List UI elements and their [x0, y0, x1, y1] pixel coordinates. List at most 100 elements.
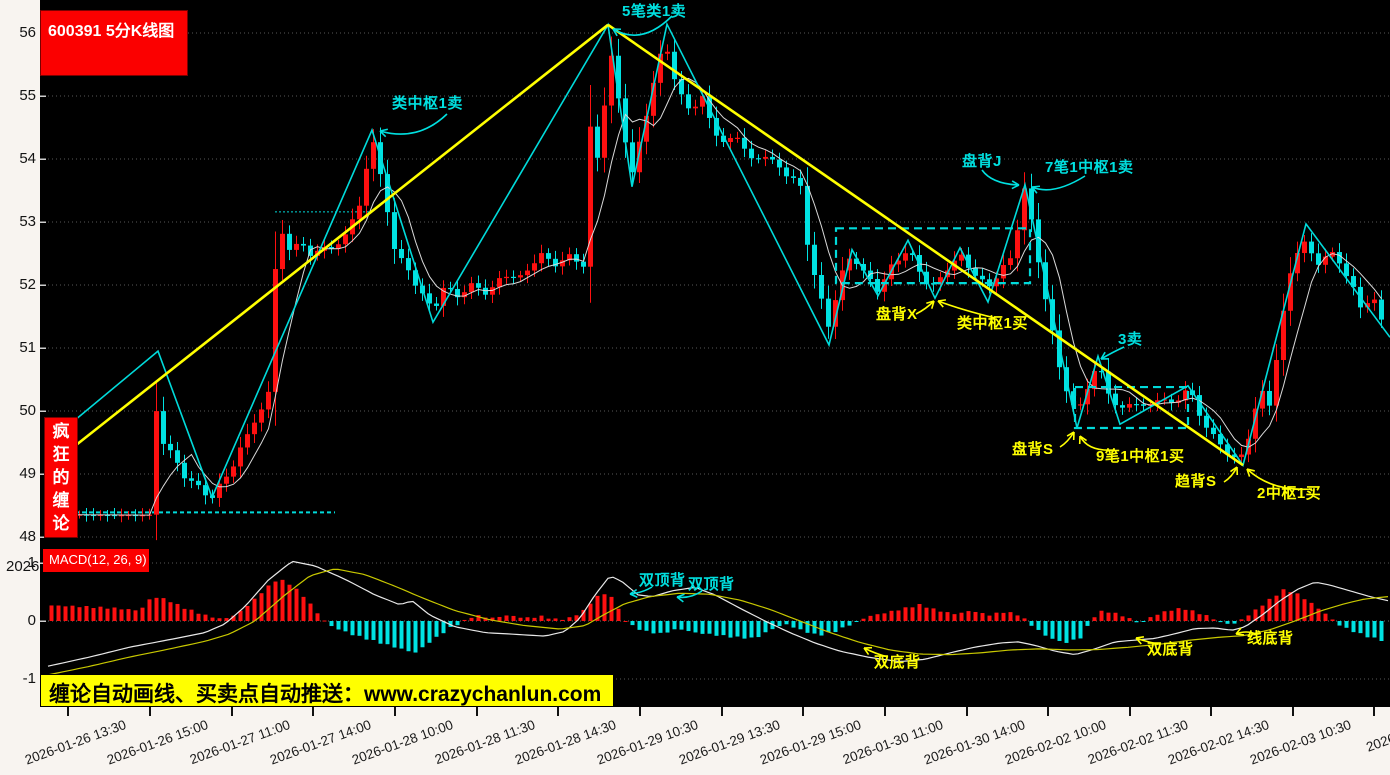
macd-bar	[371, 621, 376, 640]
macd-bar	[532, 617, 537, 621]
candle-body	[357, 205, 362, 220]
time-axis-tick	[1129, 707, 1131, 716]
macd-bar	[1099, 610, 1104, 621]
macd-bar	[812, 621, 817, 634]
macd-bar	[861, 618, 866, 621]
macd-bar	[1232, 621, 1237, 624]
candle-body	[847, 258, 852, 271]
zhongshu-box	[834, 227, 1032, 285]
candle-body	[616, 55, 621, 99]
candle-body	[994, 278, 999, 287]
candle-body	[469, 283, 474, 293]
macd-bar	[1274, 595, 1279, 621]
macd-bar	[763, 621, 768, 633]
candle-body	[532, 263, 537, 271]
macd-bar	[903, 607, 908, 621]
candle-body	[1239, 454, 1244, 458]
macd-bar	[245, 605, 250, 621]
macd-bar	[1120, 616, 1125, 621]
time-axis-tick	[802, 707, 804, 716]
macd-bar	[924, 607, 929, 621]
candle-body	[1120, 405, 1125, 408]
candle-body	[399, 248, 404, 259]
annotation-text: 盘背J	[962, 153, 1002, 170]
macd-bar	[938, 611, 943, 621]
annotation-arrow	[863, 647, 889, 658]
candle-body	[203, 485, 208, 496]
candle-body	[161, 411, 166, 444]
macd-bar	[609, 596, 614, 621]
candle-body	[777, 159, 782, 168]
macd-bar	[714, 621, 719, 636]
candle-body	[749, 148, 754, 159]
candle-body	[1113, 393, 1118, 406]
macd-bar	[105, 608, 110, 621]
annotation-arrow	[676, 590, 703, 599]
macd-bar	[980, 613, 985, 621]
macd-bar	[1218, 621, 1223, 623]
macd-bar	[266, 585, 271, 621]
annotation-arrow	[612, 15, 673, 36]
candle-body	[658, 53, 663, 83]
macd-bar	[1225, 621, 1230, 624]
candle-body	[819, 274, 824, 299]
candle-body	[672, 51, 677, 80]
macd-bar	[182, 608, 187, 621]
candle-body	[938, 277, 943, 285]
candle-body	[105, 514, 110, 517]
macd-bar	[140, 607, 145, 621]
candle-body	[1015, 230, 1020, 259]
candle-body	[245, 434, 250, 448]
macd-bar	[1204, 615, 1209, 621]
candle-body	[490, 287, 495, 295]
time-axis-tick	[966, 707, 968, 716]
macd-bar	[644, 621, 649, 631]
candle-body	[980, 275, 985, 280]
price-axis-label: 55	[19, 87, 36, 104]
annotation-text: 双底背	[1147, 641, 1194, 658]
macd-bar	[1155, 614, 1160, 621]
candle-body	[1260, 390, 1265, 409]
symbol-title-box: 600391 5分K线图	[40, 10, 188, 76]
annotation-text: 线底背	[1247, 630, 1294, 647]
candle-body	[1372, 299, 1377, 304]
macd-bar	[1211, 619, 1216, 621]
candle-body	[903, 253, 908, 261]
candle-body	[168, 443, 173, 451]
macd-bar	[868, 615, 873, 621]
annotation-arrowhead	[1031, 186, 1038, 194]
macd-bar	[658, 621, 663, 633]
macd-bar	[567, 617, 572, 621]
macd-bar	[350, 621, 355, 636]
candle-body	[1309, 241, 1314, 254]
candle-body	[1337, 252, 1342, 264]
macd-bar	[665, 621, 670, 633]
candle-body	[868, 270, 873, 280]
macd-bar	[189, 609, 194, 621]
macd-bar	[1106, 612, 1111, 621]
candle-body	[1106, 371, 1111, 394]
macd-bar	[1008, 612, 1013, 621]
macd-bar	[1169, 610, 1174, 621]
candle-body	[1127, 404, 1132, 408]
annotation-text: 9笔1中枢1买	[1096, 448, 1185, 465]
candle-body	[1029, 188, 1034, 220]
macd-bar	[238, 610, 243, 621]
price-axis-tick	[40, 536, 46, 538]
price-axis-tick	[40, 221, 46, 223]
candle-body	[1204, 415, 1209, 428]
macd-bar	[798, 621, 803, 630]
macd-bar	[987, 615, 992, 621]
candle-body	[1211, 427, 1216, 435]
macd-bar	[1260, 605, 1265, 621]
annotation-arrow	[937, 300, 996, 319]
candle-body	[602, 105, 607, 158]
macd-bar	[511, 615, 516, 621]
price-axis-label: 52	[19, 276, 36, 293]
candle-body	[196, 480, 201, 486]
annotation-arrowhead	[863, 647, 870, 656]
macd-bar	[441, 621, 446, 634]
macd-bar	[833, 621, 838, 633]
macd-bar	[546, 618, 551, 621]
